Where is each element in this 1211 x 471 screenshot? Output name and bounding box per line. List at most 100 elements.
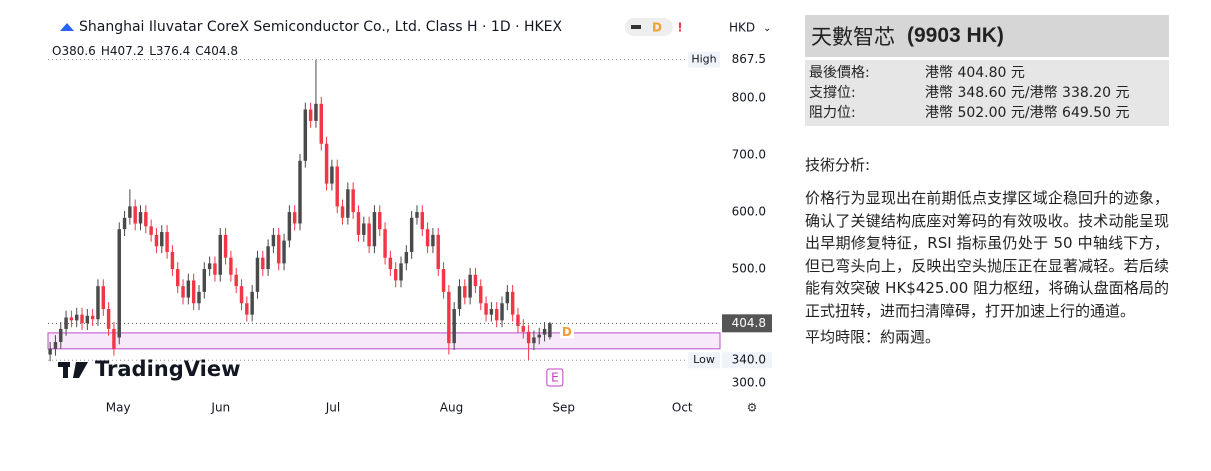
candle-body bbox=[85, 315, 90, 324]
badge-icon bbox=[631, 25, 641, 29]
candle-body bbox=[112, 328, 116, 349]
candle-body bbox=[197, 291, 201, 304]
candle-body bbox=[516, 314, 520, 327]
candle-body bbox=[431, 234, 435, 247]
candle-body bbox=[388, 257, 393, 270]
candle-body bbox=[69, 317, 74, 321]
watermark-icon bbox=[73, 362, 88, 378]
candle-body bbox=[335, 166, 339, 207]
candle-body bbox=[277, 234, 281, 264]
candle-body bbox=[101, 286, 106, 309]
y-tick-label: 300.0 bbox=[732, 376, 766, 390]
candle-body bbox=[378, 212, 382, 230]
ohlc-key: C bbox=[195, 44, 203, 58]
settings-icon[interactable]: ⚙ bbox=[747, 401, 758, 415]
candle-body bbox=[548, 323, 552, 338]
info-panel: 天數智芯 (9903 HK) 最後價格: 港幣 404.80 元支撐位: 港幣 348… bbox=[805, 15, 1169, 347]
candle-body bbox=[213, 263, 217, 275]
price-table: 最後價格: 港幣 404.80 元支撐位: 港幣 348.60 元/港幣 338.2… bbox=[805, 60, 1169, 126]
candle-body bbox=[457, 286, 462, 309]
candle-body bbox=[144, 212, 148, 227]
analysis-text: 价格行为显现出在前期低点支撑区域企稳回升的迹象，确认了关键结构底座对筹码的有效吸… bbox=[805, 189, 1169, 320]
candle-body bbox=[340, 206, 345, 218]
watermark-icon bbox=[63, 362, 68, 378]
candle-body bbox=[181, 286, 185, 298]
last-price-label: 404.8 bbox=[732, 316, 766, 330]
currency-caret[interactable]: ⌄ bbox=[763, 23, 771, 34]
candle-body bbox=[96, 286, 100, 320]
candle-body bbox=[521, 326, 526, 332]
y-tick-label: 800.0 bbox=[732, 91, 766, 105]
candle-body bbox=[154, 234, 159, 247]
candle-body bbox=[425, 229, 430, 247]
candle-body bbox=[441, 269, 446, 292]
candle-body bbox=[372, 212, 377, 247]
candle-body bbox=[463, 286, 467, 298]
currency: HKD bbox=[729, 21, 755, 35]
panel-header: 天數智芯 (9903 HK) bbox=[805, 15, 1169, 57]
x-tick-label: May bbox=[106, 401, 131, 415]
dividend-marker-box bbox=[559, 324, 574, 339]
badge-group bbox=[625, 18, 673, 36]
row-label: 支撐位: bbox=[809, 85, 856, 101]
x-tick-label: Jun bbox=[210, 401, 230, 415]
ohlc-key: O bbox=[52, 44, 61, 58]
stock-name: 天數智芯 bbox=[811, 25, 895, 49]
candle-body bbox=[282, 240, 286, 264]
last-price-box bbox=[722, 314, 772, 333]
badge-d: D bbox=[652, 21, 662, 35]
candle-body bbox=[165, 232, 169, 252]
candle-body bbox=[314, 103, 318, 121]
candle-body bbox=[484, 303, 488, 315]
candle-body bbox=[160, 232, 164, 247]
table-row: 最後價格: 港幣 404.80 元 bbox=[809, 63, 1165, 83]
earnings-marker-box bbox=[546, 368, 564, 387]
high-value: 867.5 bbox=[732, 52, 766, 66]
x-tick-label: Sep bbox=[552, 401, 575, 415]
candle-body bbox=[122, 217, 127, 230]
chart-title: Shanghai Iluvatar CoreX Semiconductor Co… bbox=[79, 19, 563, 35]
horizon-text: 平均時限：約兩週。 bbox=[805, 328, 941, 346]
ohlc-legend: O380.6 H407.2 L376.4 C404.8 bbox=[52, 44, 238, 58]
ohlc-value: 380.6 bbox=[61, 44, 95, 58]
candle-body bbox=[261, 257, 265, 270]
candle-body bbox=[330, 166, 334, 184]
candle-body bbox=[532, 337, 536, 344]
candle-body bbox=[59, 328, 63, 343]
logo-icon bbox=[60, 23, 74, 31]
candle-body bbox=[117, 229, 121, 338]
row-label: 阻力位: bbox=[809, 105, 856, 121]
candle-body bbox=[234, 274, 238, 287]
y-tick-label: 600.0 bbox=[732, 205, 766, 219]
candle-body bbox=[479, 286, 483, 304]
badge-alert: ! bbox=[677, 21, 682, 35]
candle-body bbox=[415, 212, 419, 218]
candle-body bbox=[489, 308, 494, 315]
candle-body bbox=[473, 274, 478, 287]
candle-body bbox=[447, 291, 451, 344]
candle-body bbox=[170, 251, 175, 270]
candle-body bbox=[468, 274, 472, 298]
dividend-marker: D bbox=[562, 325, 572, 339]
candle-body bbox=[351, 189, 355, 213]
table-row: 支撐位: 港幣 348.60 元/港幣 338.20 元 bbox=[809, 83, 1165, 103]
low-value: 340.0 bbox=[732, 353, 766, 367]
chart: Shanghai Iluvatar CoreX Semiconductor Co… bbox=[47, 18, 772, 415]
candle-body bbox=[202, 269, 207, 292]
x-tick-label: Jul bbox=[325, 401, 340, 415]
candle-body bbox=[537, 334, 541, 338]
candle-body bbox=[255, 257, 260, 292]
candle-body bbox=[324, 143, 329, 184]
candle-body bbox=[106, 308, 111, 329]
row-value: 港幣 348.60 元/港幣 338.20 元 bbox=[925, 85, 1130, 101]
ohlc-key: L bbox=[149, 44, 156, 58]
candle-body bbox=[207, 263, 212, 270]
candle-body bbox=[133, 206, 137, 224]
candle-body bbox=[53, 342, 58, 349]
candle-body bbox=[510, 291, 515, 315]
candle-body bbox=[399, 263, 403, 281]
candle-body bbox=[383, 229, 387, 258]
candle-body bbox=[239, 286, 244, 304]
candle-body bbox=[505, 291, 510, 304]
